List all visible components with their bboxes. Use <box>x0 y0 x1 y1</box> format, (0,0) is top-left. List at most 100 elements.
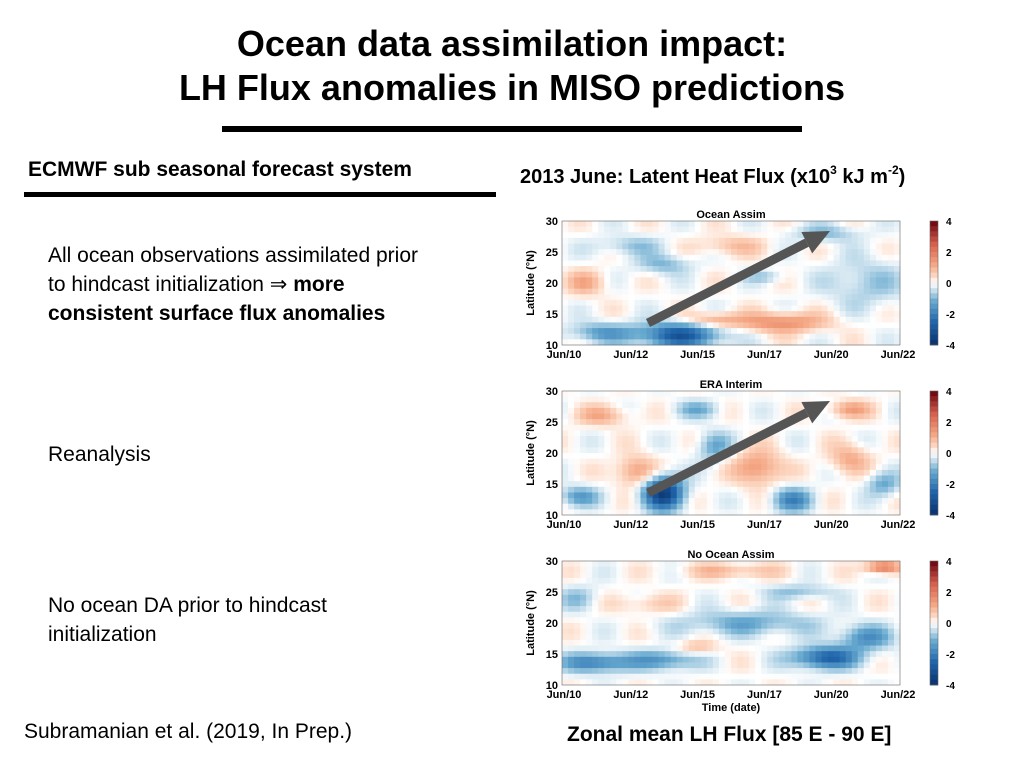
heatmap-cell <box>731 237 738 244</box>
heatmap-cell <box>749 413 756 420</box>
heatmap-cell <box>845 322 853 329</box>
colorbar-segment <box>930 597 938 603</box>
colorbar-segment <box>930 592 938 598</box>
heatmap-cell <box>755 662 762 669</box>
heatmap-cell <box>815 469 822 476</box>
heatmap-cell <box>797 656 804 663</box>
heatmap-cell <box>634 424 641 431</box>
heatmap-cell <box>700 656 708 663</box>
heatmap-cell <box>863 668 871 675</box>
heatmap-cell <box>761 299 768 306</box>
heatmap-cell <box>869 271 877 278</box>
heatmap-cell <box>628 611 635 618</box>
reanalysis-label: Reanalysis <box>48 443 151 466</box>
heatmap-cell <box>622 492 629 499</box>
heatmap-cell <box>610 572 617 579</box>
heatmap-cell <box>640 266 647 273</box>
heatmap-cell <box>737 283 744 290</box>
heatmap-cell <box>694 458 702 465</box>
heatmap-cell <box>700 339 708 346</box>
heatmap-cell <box>586 662 593 669</box>
heatmap-cell <box>863 254 871 261</box>
heatmap-cell <box>568 651 575 658</box>
heatmap-cell <box>664 628 672 635</box>
heatmap-cell <box>821 243 828 250</box>
heatmap-cell <box>670 611 678 618</box>
heatmap-cell <box>562 221 569 228</box>
heatmap-cell <box>604 503 611 510</box>
heatmap-cell <box>755 475 762 482</box>
heatmap-cell <box>821 634 828 641</box>
heatmap-cell <box>718 322 726 329</box>
heatmap-cell <box>767 645 774 652</box>
heatmap-cell <box>724 492 732 499</box>
heatmap-cell <box>893 299 901 306</box>
heatmap-cell <box>863 600 871 607</box>
heatmap-cell <box>658 634 666 641</box>
heatmap-cell <box>755 561 762 568</box>
heatmap-cell <box>676 413 684 420</box>
colorbar-segment <box>930 504 938 511</box>
heatmap-cell <box>592 283 599 290</box>
heatmap-cell <box>724 606 732 613</box>
heatmap-cell <box>887 407 895 414</box>
heatmap-cell <box>827 294 835 301</box>
heatmap-cell <box>622 430 629 437</box>
heatmap-cell <box>598 260 605 267</box>
heatmap-cell <box>646 396 653 403</box>
panel-title: ERA Interim <box>700 379 763 391</box>
heatmap-cell <box>755 441 762 448</box>
plot-frame <box>561 560 901 686</box>
heatmap-cell <box>743 481 750 488</box>
heatmap-cell <box>700 407 708 414</box>
heatmap-cell <box>815 333 822 340</box>
heatmap-cell <box>568 339 575 346</box>
heatmap-cell <box>670 589 678 596</box>
heatmap-cell <box>875 492 883 499</box>
heatmap-cell <box>893 305 901 312</box>
heatmap-cell <box>592 391 599 398</box>
heatmap-cell <box>598 469 605 476</box>
heatmap-cell <box>652 651 659 658</box>
colorbar-segment <box>930 437 938 444</box>
heatmap-cell <box>646 339 653 346</box>
heatmap-cell <box>718 503 726 510</box>
heatmap-cell <box>803 577 810 584</box>
heatmap-cell <box>718 639 726 646</box>
heatmap-cell <box>815 464 822 471</box>
heatmap-cell <box>646 430 653 437</box>
heatmap-cell <box>592 469 599 476</box>
heatmap-cell <box>737 464 744 471</box>
heatmap-cell <box>821 447 828 454</box>
heatmap-cell <box>568 577 575 584</box>
heatmap-cell <box>863 617 871 624</box>
heatmap-cell <box>851 645 859 652</box>
heatmap-cell <box>592 407 599 414</box>
heatmap-cell <box>773 243 780 250</box>
heatmap-cell <box>737 617 744 624</box>
heatmap-cell <box>845 316 853 323</box>
heatmap-cell <box>610 453 617 460</box>
heatmap-cell <box>592 294 599 301</box>
heatmap-cell <box>755 283 762 290</box>
heatmap-cell <box>700 600 708 607</box>
heatmap-cell <box>652 509 659 516</box>
colorbar-segment <box>930 314 938 320</box>
heatmap-cell <box>749 469 756 476</box>
heatmap-cell <box>580 260 587 267</box>
heatmap-cell <box>574 589 581 596</box>
heatmap-cell <box>724 339 732 346</box>
heatmap-cell <box>676 611 684 618</box>
heatmap-cell <box>827 503 835 510</box>
heatmap-cell <box>652 469 659 476</box>
heatmap-cell <box>851 464 859 471</box>
heatmap-cell <box>706 447 714 454</box>
heatmap-cell <box>821 509 828 516</box>
heatmap-cell <box>718 577 726 584</box>
heatmap-cell <box>658 237 666 244</box>
heatmap-cell <box>712 651 720 658</box>
heatmap-cell <box>851 396 859 403</box>
heatmap-cell <box>574 249 581 256</box>
heatmap-cell <box>737 254 744 261</box>
heatmap-cell <box>664 600 672 607</box>
